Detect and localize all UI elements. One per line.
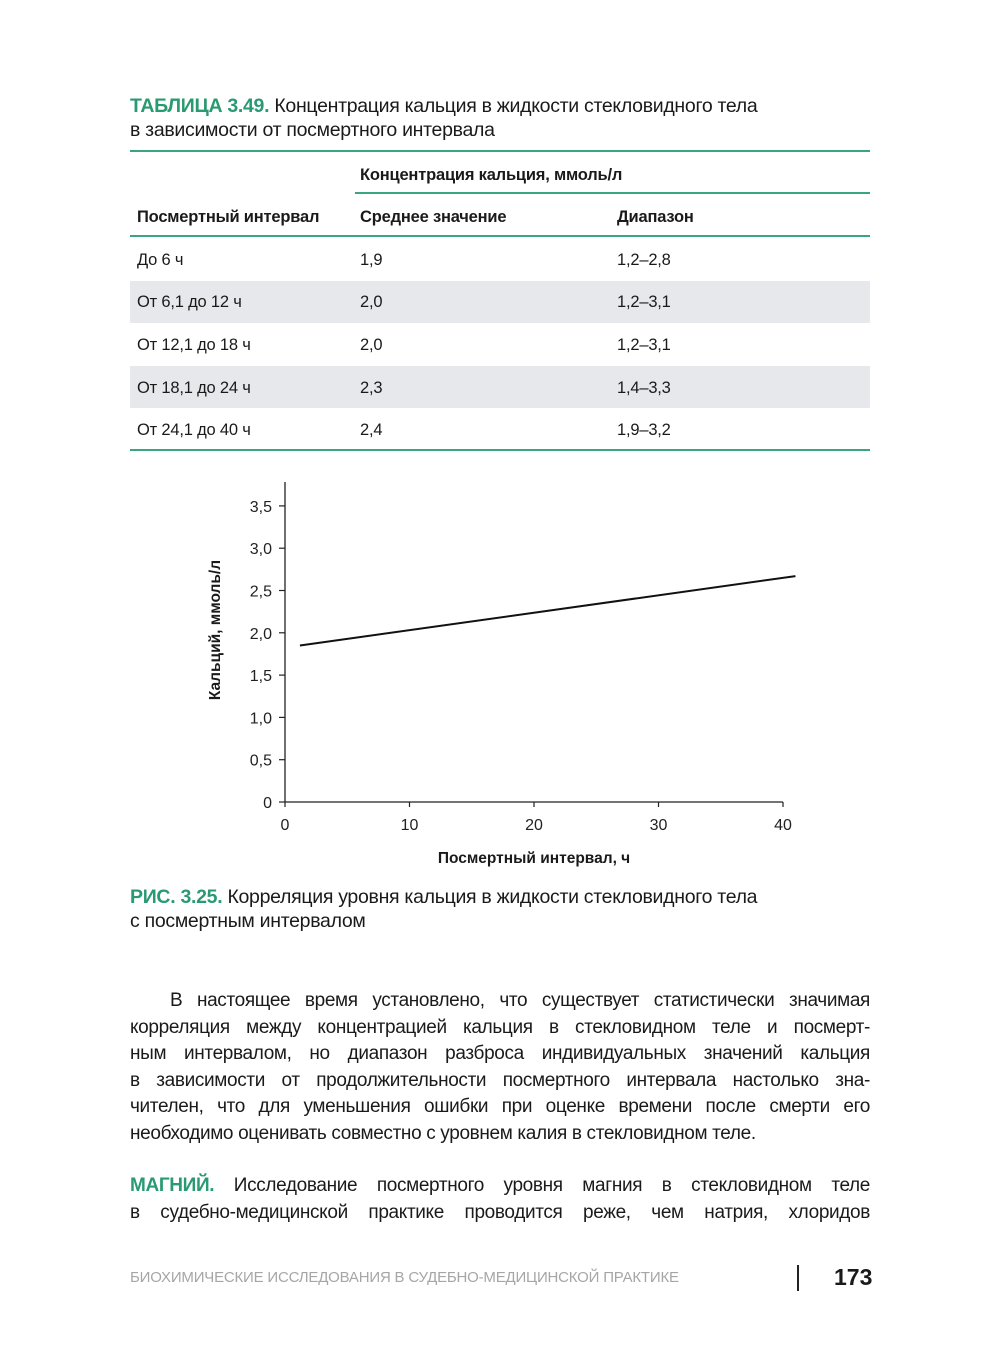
paragraph-line: В настоящее время установлено, что сущес… (170, 990, 870, 1011)
column-header-mean: Среднее значение (360, 208, 507, 226)
cell-range: 1,4–3,3 (617, 379, 671, 397)
magnesium-label: МАГНИЙ. (130, 1175, 215, 1196)
y-axis-label: Кальций, ммоль/л (207, 560, 224, 700)
cell-range: 1,2–3,1 (617, 336, 671, 354)
series-line (299, 575, 796, 647)
running-title: БИОХИМИЧЕСКИЕ ИССЛЕДОВАНИЯ В СУДЕБНО-МЕД… (130, 1269, 679, 1286)
footer-divider (797, 1265, 799, 1291)
body-paragraph: В настоящее время установлено, что сущес… (130, 988, 870, 1147)
y-tick-label: 0 (263, 795, 272, 812)
page-number: 173 (834, 1264, 873, 1290)
group-header: Концентрация кальция, ммоль/л (360, 166, 623, 184)
cell-interval: От 6,1 до 12 ч (137, 293, 242, 311)
caption-line-1: Корреляция уровня кальция в жидкости сте… (227, 886, 758, 908)
x-axis-label: Посмертный интервал, ч (438, 850, 630, 867)
figure-caption: РИС. 3.25. Корреляция уровня кальция в ж… (130, 885, 890, 933)
table-label: ТАБЛИЦА 3.49. (130, 95, 270, 117)
cell-mean: 2,0 (360, 293, 383, 311)
x-tick-label: 20 (525, 817, 543, 834)
table-top-rule (130, 150, 870, 152)
header-bottom-rule (130, 235, 870, 237)
paragraph-line: в зависимости от продолжительности посме… (130, 1069, 870, 1091)
cell-mean: 1,9 (360, 251, 383, 269)
group-header-rule (355, 192, 870, 194)
table-title-line-1: Концентрация кальция в жидкости стеклови… (274, 95, 758, 117)
paragraph-line: ным интервалом, но диапазон разброса инд… (130, 1043, 870, 1064)
y-tick-label: 1,0 (250, 710, 272, 727)
figure-label: РИС. 3.25. (130, 886, 223, 908)
table-title: ТАБЛИЦА 3.49. Концентрация кальция в жид… (130, 94, 890, 142)
cell-mean: 2,4 (360, 421, 383, 439)
cell-range: 1,2–2,8 (617, 251, 671, 269)
paragraph-line: корреляция между концентрацией кальция в… (130, 1016, 870, 1038)
caption-line-2: с посмертным интервалом (130, 910, 366, 932)
column-header-range: Диапазон (617, 208, 694, 226)
cell-range: 1,2–3,1 (617, 293, 671, 311)
column-header-interval: Посмертный интервал (137, 208, 320, 226)
x-tick-label: 0 (281, 817, 290, 834)
y-tick-label: 1,5 (250, 668, 272, 685)
x-tick-label: 30 (650, 817, 668, 834)
y-tick-label: 2,5 (250, 584, 272, 601)
cell-interval: До 6 ч (137, 251, 184, 269)
paragraph-line: Исследование посмертного уровня магния в… (233, 1175, 871, 1196)
cell-mean: 2,3 (360, 379, 383, 397)
x-tick-label: 40 (774, 817, 792, 834)
calcium-chart: 0 10 20 30 40 0 0,5 1,0 1,5 2,0 2,5 3,0 3,5 Посмертн… (207, 482, 796, 867)
paragraph-line: необходимо оценивать совместно с уровнем… (130, 1122, 756, 1144)
table-bottom-rule (130, 449, 870, 451)
y-tick-label: 3,0 (250, 541, 272, 558)
magnesium-paragraph: МАГНИЙ. Исследование посмертного уровня … (130, 1173, 870, 1226)
table-title-line-2: в зависимости от посмертного интервала (130, 119, 495, 141)
paragraph-line: в судебно-медицинской практике проводитс… (130, 1201, 870, 1223)
paragraph-line: чителен, что для уменьшения ошибки при о… (130, 1096, 870, 1117)
y-tick-label: 0,5 (250, 753, 272, 770)
row-shade (130, 366, 870, 408)
cell-mean: 2,0 (360, 336, 383, 354)
y-tick-label: 3,5 (250, 499, 272, 516)
cell-interval: От 12,1 до 18 ч (137, 336, 251, 354)
cell-interval: От 18,1 до 24 ч (137, 379, 251, 397)
row-shade (130, 281, 870, 323)
x-tick-label: 10 (401, 817, 419, 834)
cell-interval: От 24,1 до 40 ч (137, 421, 251, 439)
cell-range: 1,9–3,2 (617, 421, 671, 439)
y-tick-label: 2,0 (250, 626, 272, 643)
